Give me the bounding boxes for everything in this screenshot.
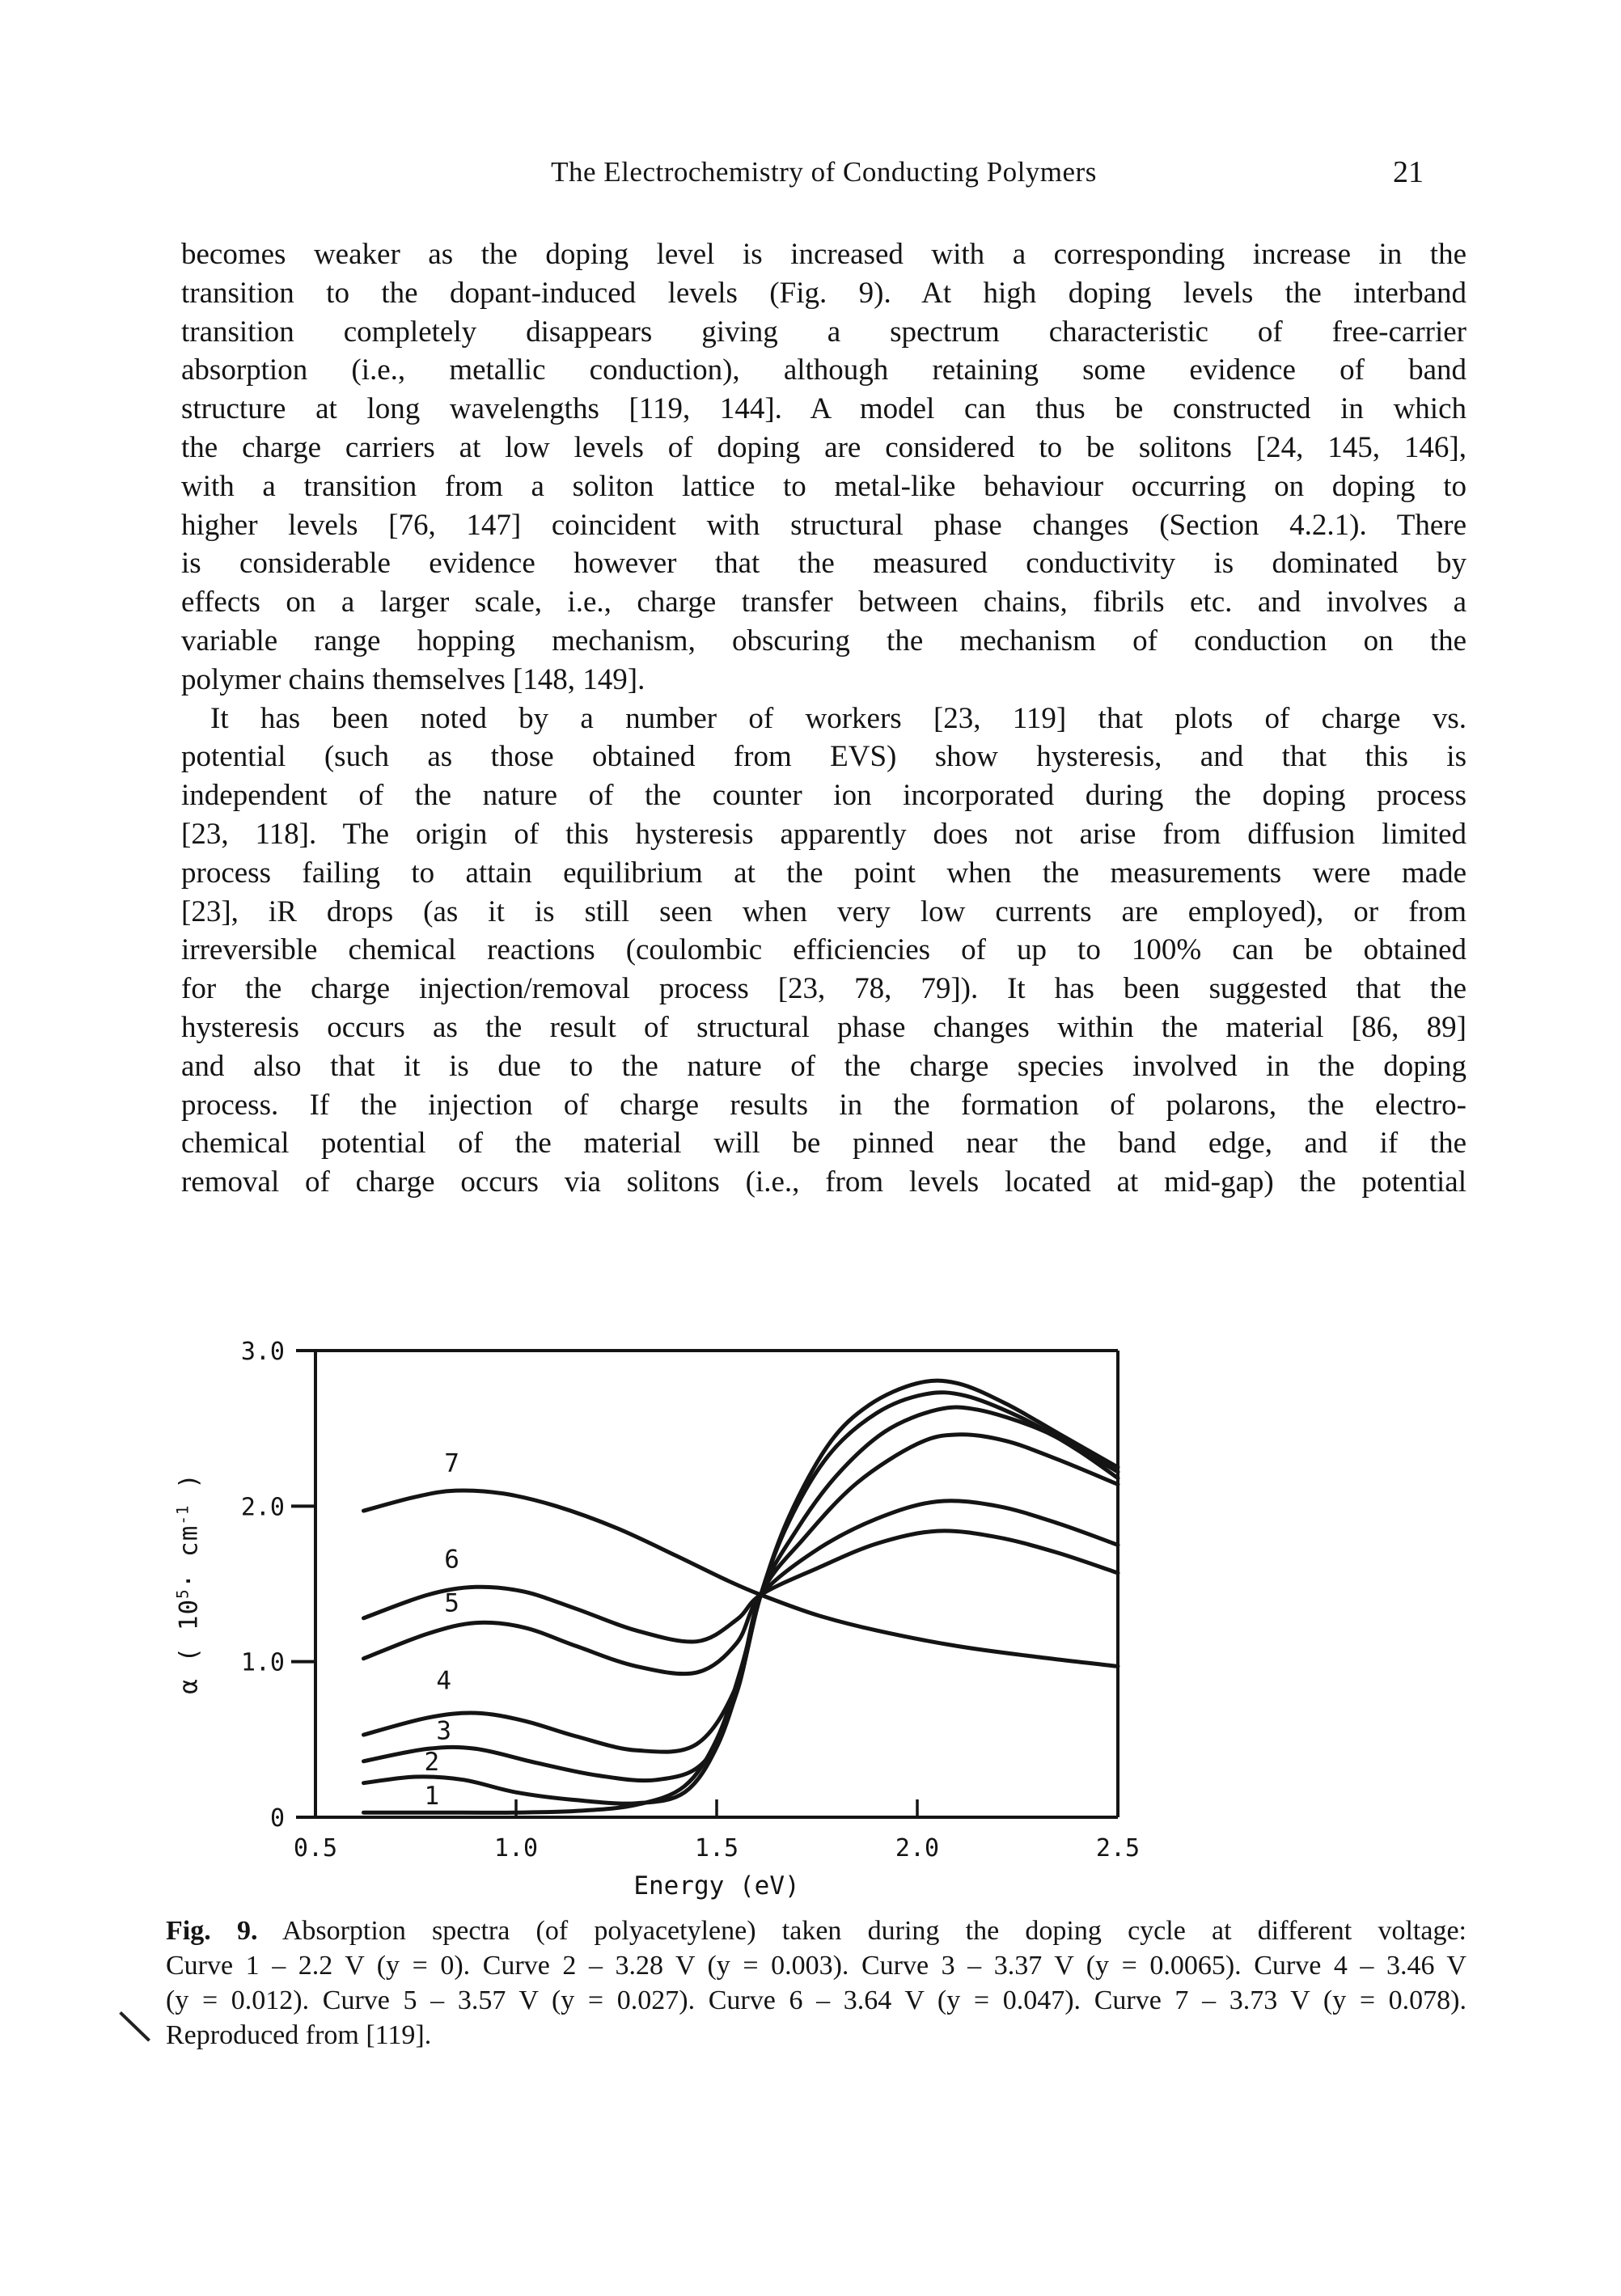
text-line: effects on a larger scale, i.e., charge … (181, 586, 1467, 619)
scan-mark (119, 2011, 150, 2042)
y-tick-label: 2.0 (241, 1493, 285, 1521)
caption-line-4: Reproduced from [119]. (166, 2020, 432, 2050)
text-line: becomes weaker as the doping level is in… (181, 238, 1467, 271)
text-line: absorption (i.e., metallic conduction), … (181, 353, 1467, 387)
y-tick-label: 3.0 (241, 1338, 285, 1366)
text-line: structure at long wavelengths [119, 144]… (181, 392, 1467, 426)
curve-4 (362, 1432, 1120, 1754)
text-line: transition completely disappears giving … (181, 315, 1467, 349)
text-line: process failing to attain equilibrium at… (181, 856, 1467, 890)
curve-4-label: 4 (436, 1667, 451, 1696)
text-line: for the charge injection/removal process… (181, 972, 1467, 1006)
page-number: 21 (1393, 155, 1424, 189)
text-line: process. If the injection of charge resu… (181, 1088, 1467, 1122)
curve-6-label: 6 (444, 1545, 459, 1575)
text-line: potential (such as those obtained from E… (181, 740, 1467, 774)
text-line: is considerable evidence however that th… (181, 547, 1467, 581)
y-tick-label: 0 (270, 1804, 285, 1833)
caption-line-2: Curve 1 – 2.2 V (y = 0). Curve 2 – 3.28 … (166, 1951, 1467, 1981)
text-line: and also that it is due to the nature of… (181, 1049, 1467, 1083)
x-tick-label: 1.0 (494, 1834, 538, 1863)
y-axis-label: α ( 105· cm-1 ) (173, 1473, 204, 1694)
curve-1-label: 1 (425, 1782, 440, 1811)
text-line: higher levels [76, 147] coincident with … (181, 508, 1467, 542)
curve-3-label: 3 (436, 1716, 451, 1745)
caption-line-1-text: Absorption spectra (of polyacetylene) ta… (281, 1916, 1467, 1946)
curve-6 (362, 1529, 1120, 1644)
caption-line-1: Fig. 9. Absorption spectra (of polyacety… (166, 1913, 1467, 1948)
curve-7-label: 7 (444, 1448, 459, 1478)
figure-caption: Fig. 9. Absorption spectra (of polyacety… (166, 1913, 1467, 2053)
text-line: removal of charge occurs via solitons (i… (181, 1165, 1467, 1199)
curve-5-label: 5 (444, 1589, 459, 1618)
x-axis-label: Energy (eV) (633, 1871, 799, 1901)
y-tick-label: 1.0 (241, 1649, 285, 1677)
x-tick-label: 1.5 (695, 1834, 739, 1863)
text-line: [23], iR drops (as it is still seen when… (181, 894, 1467, 928)
text-line: It has been noted by a number of workers… (210, 701, 1467, 735)
text-line: with a transition from a soliton lattice… (181, 469, 1467, 503)
running-title: The Electrochemistry of Conducting Polym… (551, 156, 1097, 188)
text-line: variable range hopping mechanism, obscur… (181, 624, 1467, 658)
text-line: hysteresis occurs as the result of struc… (181, 1010, 1467, 1044)
caption-line-3: (y = 0.012). Curve 5 – 3.57 V (y = 0.027… (166, 1985, 1467, 2015)
text-line: chemical potential of the material will … (181, 1127, 1467, 1161)
paragraph-1: becomes weaker as the doping level is in… (181, 235, 1467, 700)
paragraph-2: It has been noted by a number of workers… (181, 700, 1467, 1202)
curve-2-label: 2 (425, 1748, 440, 1777)
text-line: irreversible chemical reactions (coulomb… (181, 933, 1467, 967)
figure-label: Fig. 9. (166, 1916, 258, 1946)
text-line: polymer chains themselves [148, 149]. (181, 662, 645, 696)
curve-5 (362, 1499, 1120, 1677)
curve-2 (362, 1390, 1120, 1806)
y-axis-label-text: α ( 10 (174, 1598, 204, 1694)
text-line: independent of the nature of the counter… (181, 779, 1467, 813)
x-tick-label: 2.5 (1096, 1834, 1140, 1863)
body-text: becomes weaker as the doping level is in… (181, 235, 1467, 1202)
x-tick-label: 0.5 (294, 1834, 337, 1863)
x-tick-label: 2.0 (895, 1834, 939, 1863)
text-line: transition to the dopant-induced levels … (181, 276, 1467, 310)
absorption-spectra-chart: 3.0 2.0 1.0 0 0.5 1.0 1.5 2.0 2.5 Energy (eV) 1 2 3 4… (241, 1338, 1140, 1901)
text-line: [23, 118]. The origin of this hysteresis… (181, 817, 1467, 851)
text-line: the charge carriers at low levels of dop… (181, 430, 1467, 464)
curve-3 (362, 1405, 1120, 1783)
curve-7 (362, 1488, 1120, 1668)
